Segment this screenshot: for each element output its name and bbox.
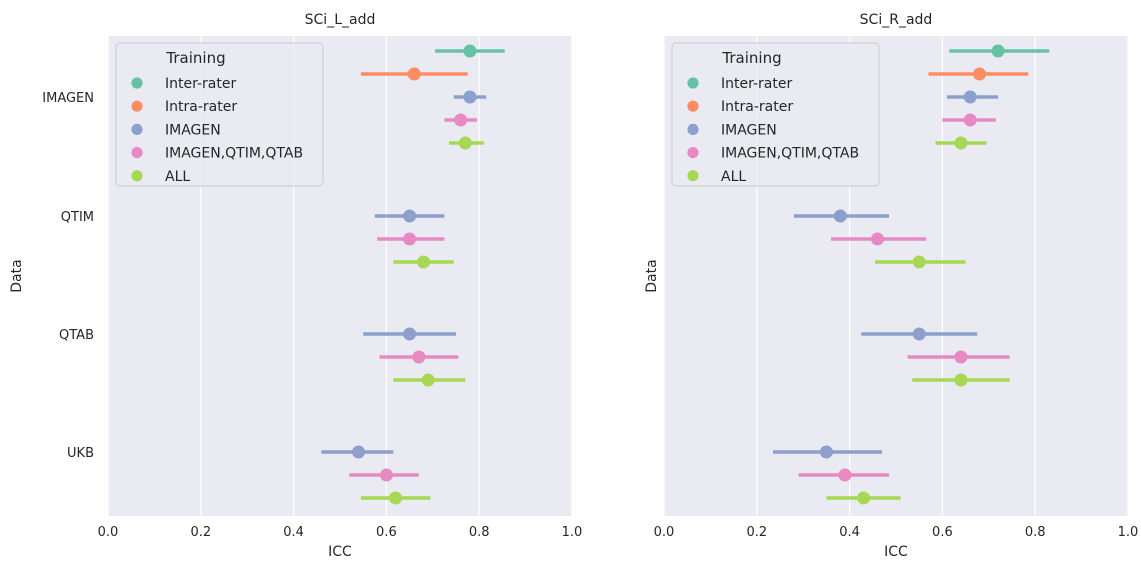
x-tick-label: 1.0 bbox=[562, 525, 583, 540]
x-tick-label: 0.6 bbox=[376, 525, 397, 540]
x-tick-label: 0.0 bbox=[654, 525, 675, 540]
y-tick-label: IMAGEN bbox=[42, 91, 94, 106]
data-point bbox=[407, 67, 421, 81]
legend-label: IMAGEN bbox=[721, 122, 777, 138]
legend-marker bbox=[131, 123, 143, 135]
data-point bbox=[912, 255, 926, 269]
data-point bbox=[963, 90, 977, 104]
legend-label: IMAGEN bbox=[165, 122, 221, 138]
x-tick-label: 0.6 bbox=[932, 525, 953, 540]
legend-title: Training bbox=[721, 49, 781, 67]
x-tick-label: 0.8 bbox=[1025, 525, 1046, 540]
legend-label: Inter-rater bbox=[721, 76, 792, 92]
series-intra-rater bbox=[928, 67, 1029, 81]
data-point bbox=[454, 113, 468, 127]
x-axis-label: ICC bbox=[328, 544, 352, 560]
legend-marker bbox=[687, 77, 699, 89]
legend-label: ALL bbox=[721, 169, 746, 185]
legend-label: Intra-rater bbox=[165, 99, 237, 115]
series-imagen bbox=[773, 90, 999, 459]
data-point bbox=[389, 491, 403, 505]
y-axis-label: Data bbox=[9, 259, 25, 292]
legend-marker bbox=[131, 147, 143, 159]
series-imagen-qtim-qtab bbox=[798, 113, 1010, 482]
data-point bbox=[870, 232, 884, 246]
legend-marker bbox=[687, 123, 699, 135]
data-point bbox=[963, 113, 977, 127]
data-point bbox=[463, 44, 477, 58]
chart-panel-2: 0.0 0.2 0.4 0.6 0.8 1.0 ICC Data SCi_R_add Traini… bbox=[644, 12, 1138, 560]
x-tick-label: 1.0 bbox=[1118, 525, 1139, 540]
data-point bbox=[403, 209, 417, 223]
legend-marker bbox=[131, 100, 143, 112]
legend-label: Inter-rater bbox=[165, 76, 236, 92]
series-all bbox=[826, 136, 1010, 505]
data-point bbox=[991, 44, 1005, 58]
data-point bbox=[833, 209, 847, 223]
data-point bbox=[403, 232, 417, 246]
series-intra-rater bbox=[360, 67, 468, 81]
x-tick-label: 0.4 bbox=[283, 525, 304, 540]
data-point bbox=[421, 373, 435, 387]
legend-marker bbox=[131, 77, 143, 89]
legend-marker bbox=[687, 100, 699, 112]
x-tick-label: 0.8 bbox=[469, 525, 490, 540]
legend: Training Inter-rater Intra-rater IMAGEN IMAG… bbox=[115, 42, 324, 187]
data-point bbox=[954, 373, 968, 387]
chart-panel-1: 0.0 0.2 0.4 0.6 0.8 1.0 IMAGEN QTIM QTAB UKB ICC Da… bbox=[9, 12, 582, 560]
legend-label: ALL bbox=[165, 169, 190, 185]
series-imagen-qtim-qtab bbox=[349, 113, 477, 482]
legend-label: IMAGEN,QTIM,QTAB bbox=[165, 146, 303, 162]
legend-title: Training bbox=[165, 49, 225, 67]
x-axis-label: ICC bbox=[884, 544, 908, 560]
data-point bbox=[857, 491, 871, 505]
data-point bbox=[819, 445, 833, 459]
data-point bbox=[379, 468, 393, 482]
y-tick-label: QTAB bbox=[59, 328, 94, 343]
data-point bbox=[352, 445, 366, 459]
y-axis-label: Data bbox=[644, 259, 660, 292]
y-tick-label: QTIM bbox=[61, 210, 94, 225]
legend-marker bbox=[131, 170, 143, 182]
data-point bbox=[412, 350, 426, 364]
series-all bbox=[360, 136, 484, 505]
data-point bbox=[954, 136, 968, 150]
data-point bbox=[912, 327, 926, 341]
series-imagen bbox=[321, 90, 487, 459]
data-point bbox=[458, 136, 472, 150]
data-point bbox=[838, 468, 852, 482]
legend-marker bbox=[687, 170, 699, 182]
x-tick-label: 0.2 bbox=[746, 525, 767, 540]
x-tick-label: 0.2 bbox=[190, 525, 211, 540]
legend-label: IMAGEN,QTIM,QTAB bbox=[721, 146, 859, 162]
legend-label: Intra-rater bbox=[721, 99, 793, 115]
panel-title: SCi_L_add bbox=[305, 12, 376, 28]
panel-title: SCi_R_add bbox=[860, 12, 933, 28]
x-tick-label: 0.0 bbox=[98, 525, 119, 540]
legend: Training Inter-rater Intra-rater IMAGEN IMAG… bbox=[671, 42, 880, 187]
legend-marker bbox=[687, 147, 699, 159]
series-inter-rater bbox=[435, 44, 505, 58]
data-point bbox=[954, 350, 968, 364]
legend-frame bbox=[671, 42, 880, 187]
x-tick-label: 0.4 bbox=[839, 525, 860, 540]
data-point bbox=[403, 327, 417, 341]
legend-frame bbox=[115, 42, 324, 187]
y-tick-label: UKB bbox=[67, 446, 94, 461]
series-inter-rater bbox=[949, 44, 1050, 58]
data-point bbox=[417, 255, 431, 269]
data-point bbox=[463, 90, 477, 104]
data-point bbox=[973, 67, 987, 81]
